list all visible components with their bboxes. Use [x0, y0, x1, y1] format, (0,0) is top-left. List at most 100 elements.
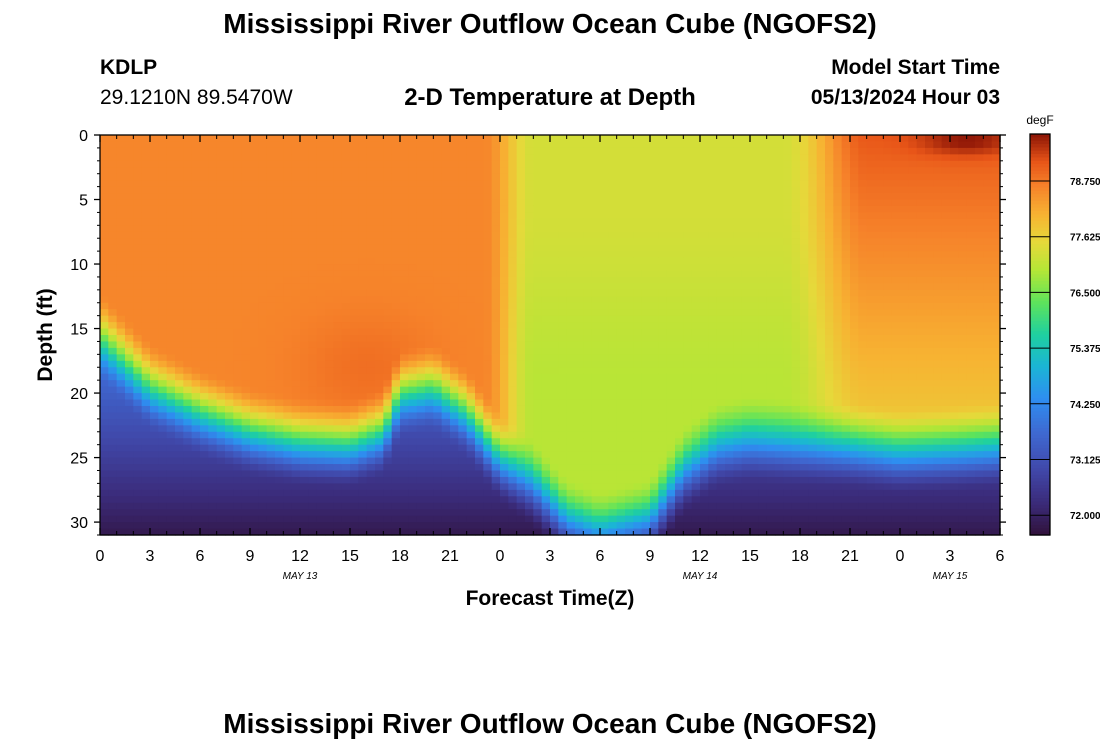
heatmap-cell: [433, 502, 443, 510]
heatmap-cell: [725, 425, 734, 433]
heatmap-cell: [675, 393, 684, 401]
heatmap-cell: [750, 289, 759, 297]
heatmap-cell: [450, 257, 459, 265]
heatmap-cell: [250, 238, 259, 246]
heatmap-cell: [591, 257, 601, 265]
heatmap-cell: [133, 444, 143, 452]
heatmap-cell: [525, 431, 534, 439]
heatmap-cell: [483, 367, 493, 375]
heatmap-cell: [291, 412, 301, 420]
heatmap-cell: [741, 418, 751, 426]
heatmap-cell: [383, 283, 393, 291]
heatmap-cell: [225, 393, 234, 401]
heatmap-cell: [433, 193, 443, 201]
heatmap-cell: [166, 186, 176, 194]
heatmap-cell: [475, 212, 484, 220]
heatmap-cell: [108, 225, 118, 233]
heatmap-cell: [516, 405, 526, 414]
heatmap-cell: [733, 186, 743, 194]
heatmap-cell: [425, 315, 434, 323]
heatmap-cell: [108, 367, 118, 375]
heatmap-cell: [466, 309, 476, 317]
heatmap-cell: [158, 218, 168, 226]
heatmap-cell: [158, 289, 168, 297]
heatmap-cell: [183, 289, 193, 297]
heatmap-cell: [700, 173, 709, 181]
heatmap-cell: [708, 380, 718, 388]
heatmap-cell: [316, 451, 326, 459]
heatmap-cell: [366, 335, 376, 343]
heatmap-cell: [100, 160, 109, 168]
heatmap-cell: [391, 496, 401, 504]
heatmap-cell: [566, 328, 576, 336]
heatmap-cell: [325, 251, 334, 259]
heatmap-cell: [441, 225, 451, 233]
heatmap-cell: [150, 341, 159, 349]
heatmap-cell: [333, 457, 343, 465]
heatmap-cell: [683, 418, 693, 426]
heatmap-cell: [733, 399, 743, 407]
heatmap-cell: [416, 251, 426, 259]
heatmap-cell: [700, 244, 709, 252]
heatmap-cell: [291, 296, 301, 304]
heatmap-cell: [308, 270, 318, 278]
heatmap-cell: [241, 231, 251, 239]
heatmap-cell: [391, 173, 401, 181]
heatmap-cell: [366, 444, 376, 452]
heatmap-cell: [716, 309, 726, 317]
heatmap-cell: [325, 141, 334, 149]
heatmap-cell: [500, 393, 509, 401]
heatmap-cell: [550, 496, 559, 504]
heatmap-cell: [466, 199, 476, 207]
heatmap-cell: [183, 199, 193, 207]
heatmap-cell: [233, 464, 243, 472]
heatmap-cell: [475, 309, 484, 317]
heatmap-cell: [375, 186, 384, 194]
heatmap-cell: [291, 218, 301, 226]
heatmap-cell: [566, 502, 576, 510]
heatmap-cell: [708, 212, 718, 220]
heatmap-cell: [525, 373, 534, 381]
heatmap-cell: [750, 141, 759, 149]
heatmap-cell: [125, 141, 134, 149]
heatmap-cell: [733, 470, 743, 478]
heatmap-cell: [750, 457, 759, 465]
heatmap-cell: [641, 522, 651, 530]
heatmap-cell: [700, 276, 709, 284]
heatmap-cell: [691, 373, 701, 381]
heatmap-cell: [450, 205, 459, 214]
heatmap-cell: [283, 496, 293, 504]
heatmap-cell: [608, 412, 618, 420]
heatmap-cell: [491, 347, 501, 355]
heatmap-cell: [216, 251, 226, 259]
heatmap-cell: [200, 231, 209, 239]
heatmap-cell: [658, 309, 668, 317]
heatmap-cell: [550, 154, 559, 162]
heatmap-cell: [733, 457, 743, 465]
heatmap-cell: [525, 173, 534, 181]
heatmap-cell: [300, 218, 309, 226]
heatmap-cell: [291, 457, 301, 465]
heatmap-cell: [658, 225, 668, 233]
heatmap-cell: [141, 457, 151, 465]
heatmap-cell: [758, 315, 768, 323]
heatmap-cell: [208, 476, 218, 484]
heatmap-cell: [533, 186, 543, 194]
heatmap-cell: [516, 231, 526, 239]
heatmap-cell: [325, 167, 334, 175]
heatmap-cell: [425, 238, 434, 246]
heatmap-cell: [158, 367, 168, 375]
heatmap-cell: [150, 418, 159, 426]
heatmap-cell: [675, 502, 684, 510]
heatmap-cell: [625, 276, 634, 284]
heatmap-cell: [175, 464, 184, 472]
heatmap-cell: [325, 418, 334, 426]
heatmap-cell: [758, 205, 768, 214]
heatmap-cell: [183, 328, 193, 336]
heatmap-cell: [491, 135, 501, 143]
heatmap-cell: [266, 522, 276, 530]
heatmap-cell: [233, 296, 243, 304]
heatmap-cell: [333, 515, 343, 523]
heatmap-cell: [125, 444, 134, 452]
heatmap-cell: [158, 528, 168, 536]
